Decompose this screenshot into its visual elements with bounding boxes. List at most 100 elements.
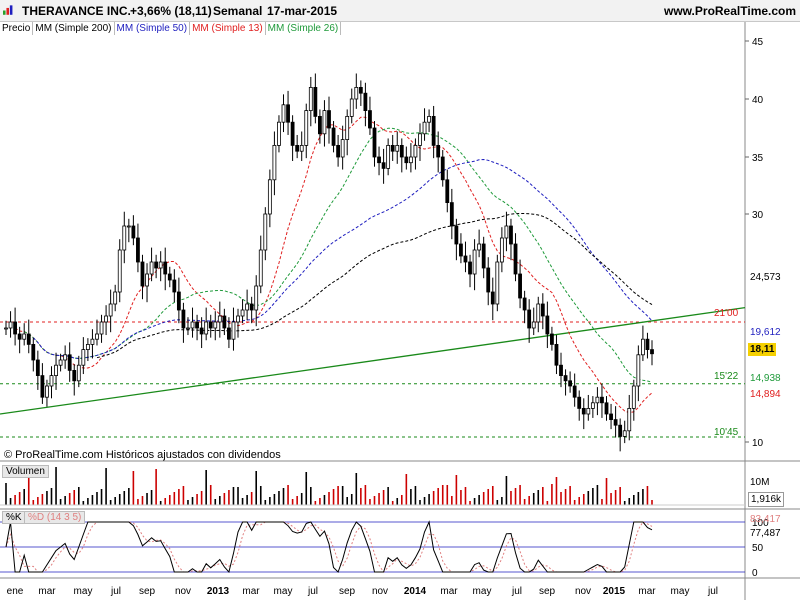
price-tick-label: 30 — [752, 210, 764, 221]
candle-body — [22, 333, 27, 340]
candle-body — [513, 243, 518, 275]
candle-body — [318, 116, 322, 135]
candle-body — [445, 179, 450, 204]
indicator-legend: Precio MM (Simple 200) MM (Simple 50) MM (S… — [0, 22, 342, 36]
candle-body — [618, 424, 623, 437]
x-axis-label: 2013 — [207, 586, 230, 597]
candle-body — [99, 321, 104, 335]
candle-body — [45, 385, 49, 398]
ma26-value-tag: 14,938 — [750, 373, 781, 384]
candle-body — [181, 309, 186, 329]
candle-body — [286, 104, 290, 123]
candle-body — [454, 225, 459, 245]
legend-ma50[interactable]: MM (Simple 50) — [115, 22, 191, 35]
price-tick-label: 35 — [752, 153, 764, 164]
price-change: +3,66% (18,11) — [130, 4, 212, 18]
x-axis-label: jul — [511, 586, 522, 597]
candle-body — [486, 267, 491, 293]
candle-body — [395, 144, 400, 152]
candle-body — [167, 273, 172, 281]
candle-body — [131, 225, 136, 239]
candle-body — [490, 291, 495, 305]
candle-body — [641, 338, 645, 356]
x-axis-label: nov — [372, 586, 388, 597]
volume-scale-label: 10M — [750, 477, 770, 488]
candle-body — [281, 104, 286, 123]
x-axis-label: jul — [110, 586, 121, 597]
x-axis-label: may — [274, 586, 293, 597]
x-axis-label: 2015 — [603, 586, 626, 597]
ma50-value-tag: 19,612 — [750, 327, 781, 338]
candle-body — [304, 110, 309, 146]
site-url: www.ProRealTime.com — [664, 4, 797, 18]
candle-body — [290, 121, 295, 146]
candle-body — [636, 354, 641, 387]
ma200-value-tag: 24,573 — [750, 272, 781, 283]
candle-body — [590, 402, 595, 409]
candle-body — [463, 255, 468, 263]
candle-body — [145, 273, 149, 287]
candle-body — [163, 261, 168, 275]
resistance-level-label: 21'00 — [714, 308, 739, 319]
legend-price[interactable]: Precio — [0, 22, 34, 35]
candle-body — [408, 156, 413, 164]
candle-body — [495, 261, 500, 305]
candle-body — [404, 156, 409, 164]
candle-body — [386, 144, 391, 169]
ma200-line — [96, 213, 653, 359]
ma13-line — [14, 116, 653, 414]
candle-body — [504, 225, 509, 239]
ma50-line — [32, 158, 653, 360]
candle-body — [204, 321, 209, 335]
x-axis-label: mar — [242, 586, 260, 597]
candle-body — [354, 87, 359, 100]
candle-body — [176, 291, 181, 311]
candle-body — [559, 364, 563, 377]
volume-last-value: 1,916k — [748, 492, 785, 507]
candle-body — [113, 291, 118, 305]
x-axis-label: jul — [307, 586, 318, 597]
candle-body — [263, 213, 268, 251]
candle-body — [13, 321, 17, 335]
candle-body — [422, 121, 427, 135]
stoch-k-value: 77,487 — [750, 528, 781, 539]
candle-body — [49, 375, 54, 387]
candle-body — [631, 385, 636, 409]
copyright-text: © ProRealTime.com Históricos ajustados c… — [4, 449, 281, 461]
candle-body — [81, 349, 86, 366]
prorealtime-logo-icon — [3, 5, 13, 15]
chart-title-bar: THERAVANCE INC. +3,66% (18,11) Semanal 1… — [0, 0, 800, 22]
candle-body — [472, 249, 477, 275]
x-axis-label: sep — [139, 586, 156, 597]
candle-body — [85, 343, 90, 350]
candle-body — [581, 407, 586, 415]
candle-body — [531, 321, 536, 329]
legend-ma26[interactable]: MM (Simple 26) — [266, 22, 342, 35]
ma26-line — [23, 127, 653, 383]
legend-ma13[interactable]: MM (Simple 13) — [190, 22, 266, 35]
candle-body — [363, 92, 368, 111]
trendline — [0, 306, 746, 415]
candle-body — [272, 144, 277, 181]
candle-body — [622, 430, 627, 437]
price-tick-label: 10 — [752, 438, 764, 449]
candle-body — [550, 333, 554, 345]
candle-body — [613, 419, 618, 426]
x-axis-label: mar — [638, 586, 656, 597]
candle-body — [600, 396, 604, 404]
candle-body — [540, 303, 545, 317]
candle-body — [186, 327, 190, 330]
candle-body — [340, 139, 345, 158]
candle-body — [545, 315, 550, 335]
candle-body — [336, 144, 340, 158]
candle-body — [76, 364, 81, 382]
candle-body — [217, 315, 222, 323]
price-tick-label: 45 — [752, 37, 764, 48]
candle-body — [54, 364, 58, 377]
candle-body — [222, 315, 227, 329]
stoch-d-label: %D (14 3 5) — [24, 511, 86, 524]
legend-ma200[interactable]: MM (Simple 200) — [33, 22, 115, 35]
candle-body — [154, 261, 159, 269]
candle-body — [577, 396, 582, 409]
